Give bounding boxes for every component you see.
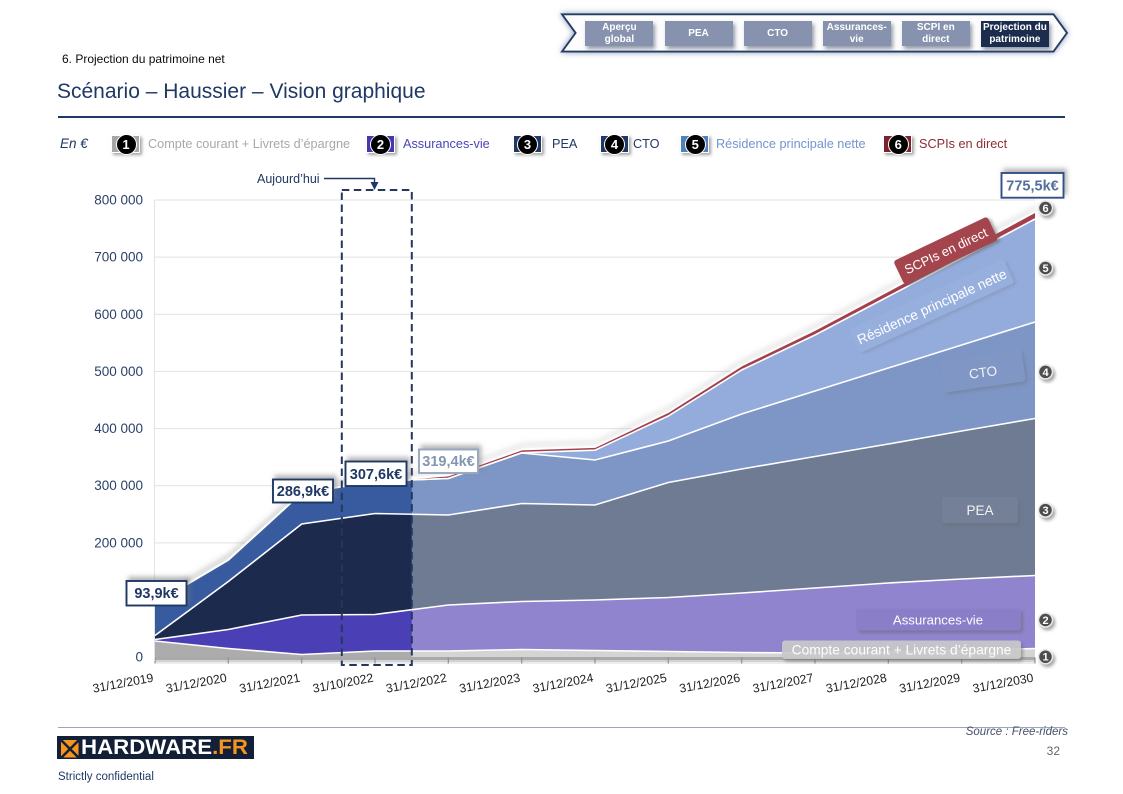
svg-text:200 000: 200 000	[94, 535, 143, 550]
svg-text:300 000: 300 000	[94, 478, 143, 493]
svg-text:1: 1	[1042, 652, 1048, 664]
svg-text:5: 5	[1042, 263, 1048, 275]
svg-text:31/12/2020: 31/12/2020	[165, 671, 228, 696]
svg-text:93,9k€: 93,9k€	[134, 586, 178, 602]
svg-text:319,4k€: 319,4k€	[422, 454, 474, 470]
svg-text:800 000: 800 000	[94, 193, 143, 208]
svg-text:700 000: 700 000	[94, 250, 143, 265]
svg-text:307,6k€: 307,6k€	[350, 467, 402, 483]
svg-text:31/10/2022: 31/10/2022	[311, 671, 374, 696]
svg-text:31/12/2019: 31/12/2019	[91, 671, 154, 696]
svg-text:31/12/2025: 31/12/2025	[605, 671, 668, 696]
svg-text:31/12/2024: 31/12/2024	[531, 671, 594, 696]
svg-text:500 000: 500 000	[94, 364, 143, 379]
svg-text:31/12/2026: 31/12/2026	[678, 671, 741, 696]
svg-text:31/12/2027: 31/12/2027	[751, 671, 814, 696]
svg-text:Assurances-vie: Assurances-vie	[893, 613, 983, 628]
svg-text:31/12/2028: 31/12/2028	[825, 671, 888, 696]
svg-text:600 000: 600 000	[94, 307, 143, 322]
svg-text:CTO: CTO	[968, 363, 998, 382]
svg-text:Compte courant + Livrets d’: Compte courant + Livrets d’épargne	[792, 643, 1012, 658]
svg-text:31/12/2023: 31/12/2023	[458, 671, 521, 696]
svg-text:4: 4	[1042, 367, 1049, 379]
svg-text:31/12/2029: 31/12/2029	[898, 671, 961, 696]
svg-text:Aujourd’hui: Aujourd’hui	[257, 172, 320, 186]
svg-text:31/12/2022: 31/12/2022	[385, 671, 448, 696]
svg-text:2: 2	[1042, 615, 1048, 627]
svg-text:3: 3	[1042, 505, 1048, 517]
svg-text:400 000: 400 000	[94, 421, 143, 436]
svg-text:31/12/2030: 31/12/2030	[971, 671, 1034, 696]
svg-text:286,9k€: 286,9k€	[277, 484, 329, 500]
svg-text:31/12/2021: 31/12/2021	[238, 671, 301, 696]
svg-text:6: 6	[1042, 203, 1048, 215]
svg-text:0: 0	[135, 650, 143, 665]
svg-text:775,5k€: 775,5k€	[1006, 178, 1058, 194]
svg-text:PEA: PEA	[966, 503, 993, 518]
